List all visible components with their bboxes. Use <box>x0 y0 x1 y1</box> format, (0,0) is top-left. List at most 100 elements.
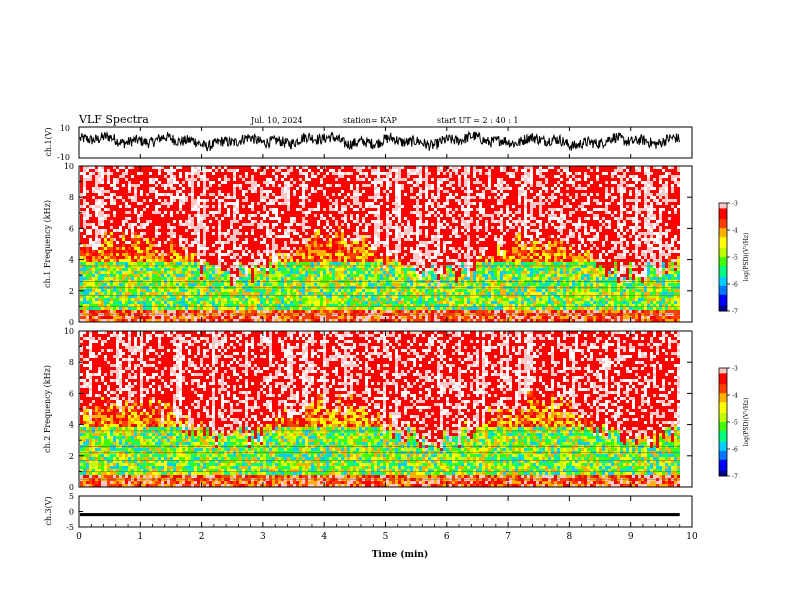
spectrogram-cell <box>134 223 137 226</box>
spectrogram-cell <box>362 301 365 304</box>
spectrogram-cell <box>320 190 323 193</box>
spectrogram-cell <box>86 181 89 184</box>
spectrogram-cell <box>89 274 92 277</box>
spectrogram-cell <box>176 187 179 190</box>
spectrogram-cell <box>263 229 266 232</box>
spectrogram-cell <box>203 259 206 262</box>
spectrogram-cell <box>185 169 188 172</box>
spectrogram-cell <box>272 205 275 208</box>
spectrogram-cell <box>158 175 161 178</box>
spectrogram-cell <box>197 283 200 286</box>
spectrogram-cell <box>194 193 197 196</box>
spectrogram-cell <box>224 268 227 271</box>
spectrogram-cell <box>260 316 263 319</box>
spectrogram-cell <box>290 256 293 259</box>
spectrogram-cell <box>233 238 236 241</box>
spectrogram-cell <box>272 241 275 244</box>
spectrogram-cell <box>356 307 359 310</box>
spectrogram-cell <box>266 205 269 208</box>
spectrogram-cell <box>254 298 257 301</box>
spectrogram-cell <box>284 223 287 226</box>
spectrogram-cell <box>209 238 212 241</box>
spectrogram-cell <box>95 268 98 271</box>
spectrogram-cell <box>218 232 221 235</box>
spectrogram-cell <box>200 307 203 310</box>
spectrogram-cell <box>266 274 269 277</box>
spectrogram-cell <box>203 277 206 280</box>
spectrogram-cell <box>356 193 359 196</box>
spectrogram-cell <box>158 226 161 229</box>
spectrogram-cell <box>362 223 365 226</box>
spectrogram-cell <box>296 226 299 229</box>
spectrogram-cell <box>362 289 365 292</box>
spectrogram-cell <box>206 247 209 250</box>
spectrogram-cell <box>245 166 248 169</box>
spectrogram-cell <box>152 310 155 313</box>
spectrogram-cell <box>197 247 200 250</box>
spectrogram-cell <box>80 223 83 226</box>
spectrogram-cell <box>365 202 368 205</box>
spectrogram-cell <box>212 265 215 268</box>
spectrogram-cell <box>173 172 176 175</box>
spectrogram-cell <box>236 307 239 310</box>
spectrogram-cell <box>245 283 248 286</box>
spectrogram-cell <box>86 283 89 286</box>
spectrogram-cell <box>338 220 341 223</box>
spectrogram-cell <box>266 298 269 301</box>
spectrogram-cell <box>92 253 95 256</box>
spectrogram-cell <box>164 292 167 295</box>
spectrogram-cell <box>149 289 152 292</box>
spectrogram-cell <box>203 175 206 178</box>
spectrogram-cell <box>263 268 266 271</box>
spectrogram-cell <box>287 256 290 259</box>
spectrogram-cell <box>176 190 179 193</box>
spectrogram-cell <box>188 226 191 229</box>
spectrogram-cell <box>170 229 173 232</box>
spectrogram-cell <box>320 289 323 292</box>
spectrogram-cell <box>305 229 308 232</box>
spectrogram-cell <box>359 181 362 184</box>
spectrogram-cell <box>110 298 113 301</box>
spectrogram-cell <box>89 223 92 226</box>
spectrogram-cell <box>326 253 329 256</box>
spectrogram-cell <box>173 247 176 250</box>
spectrogram-cell <box>314 274 317 277</box>
spectrogram-cell <box>227 271 230 274</box>
spectrogram-cell <box>191 262 194 265</box>
spectrogram-cell <box>338 259 341 262</box>
spectrogram-cell <box>98 190 101 193</box>
spectrogram-cell <box>104 181 107 184</box>
spectrogram-cell <box>308 208 311 211</box>
spectrogram-cell <box>101 166 104 169</box>
spectrogram-cell <box>353 181 356 184</box>
spectrogram-cell <box>326 235 329 238</box>
spectrogram-cell <box>209 304 212 307</box>
spectrogram-cell <box>176 175 179 178</box>
spectrogram-cell <box>137 214 140 217</box>
spectrogram-cell <box>359 244 362 247</box>
spectrogram-cell <box>356 232 359 235</box>
spectrogram-cell <box>281 265 284 268</box>
spectrogram-cell <box>275 238 278 241</box>
spectrogram-cell <box>176 256 179 259</box>
spectrogram-cell <box>161 235 164 238</box>
spectrogram-cell <box>341 211 344 214</box>
spectrogram-cell <box>149 295 152 298</box>
spectrogram-cell <box>107 205 110 208</box>
spectrogram-cell <box>134 166 137 169</box>
spectrogram-cell <box>314 250 317 253</box>
spectrogram-cell <box>290 226 293 229</box>
spectrogram-cell <box>242 262 245 265</box>
spectrogram-cell <box>275 319 278 322</box>
spectrogram-cell <box>170 193 173 196</box>
spectrogram-cell <box>185 214 188 217</box>
spectrogram-cell <box>200 178 203 181</box>
spectrogram-cell <box>173 241 176 244</box>
spectrogram-cell <box>191 235 194 238</box>
spectrogram-cell <box>155 253 158 256</box>
spectrogram-cell <box>224 265 227 268</box>
spectrogram-cell <box>230 277 233 280</box>
spectrogram-cell <box>284 250 287 253</box>
spectrogram-cell <box>215 169 218 172</box>
spectrogram-cell <box>281 298 284 301</box>
